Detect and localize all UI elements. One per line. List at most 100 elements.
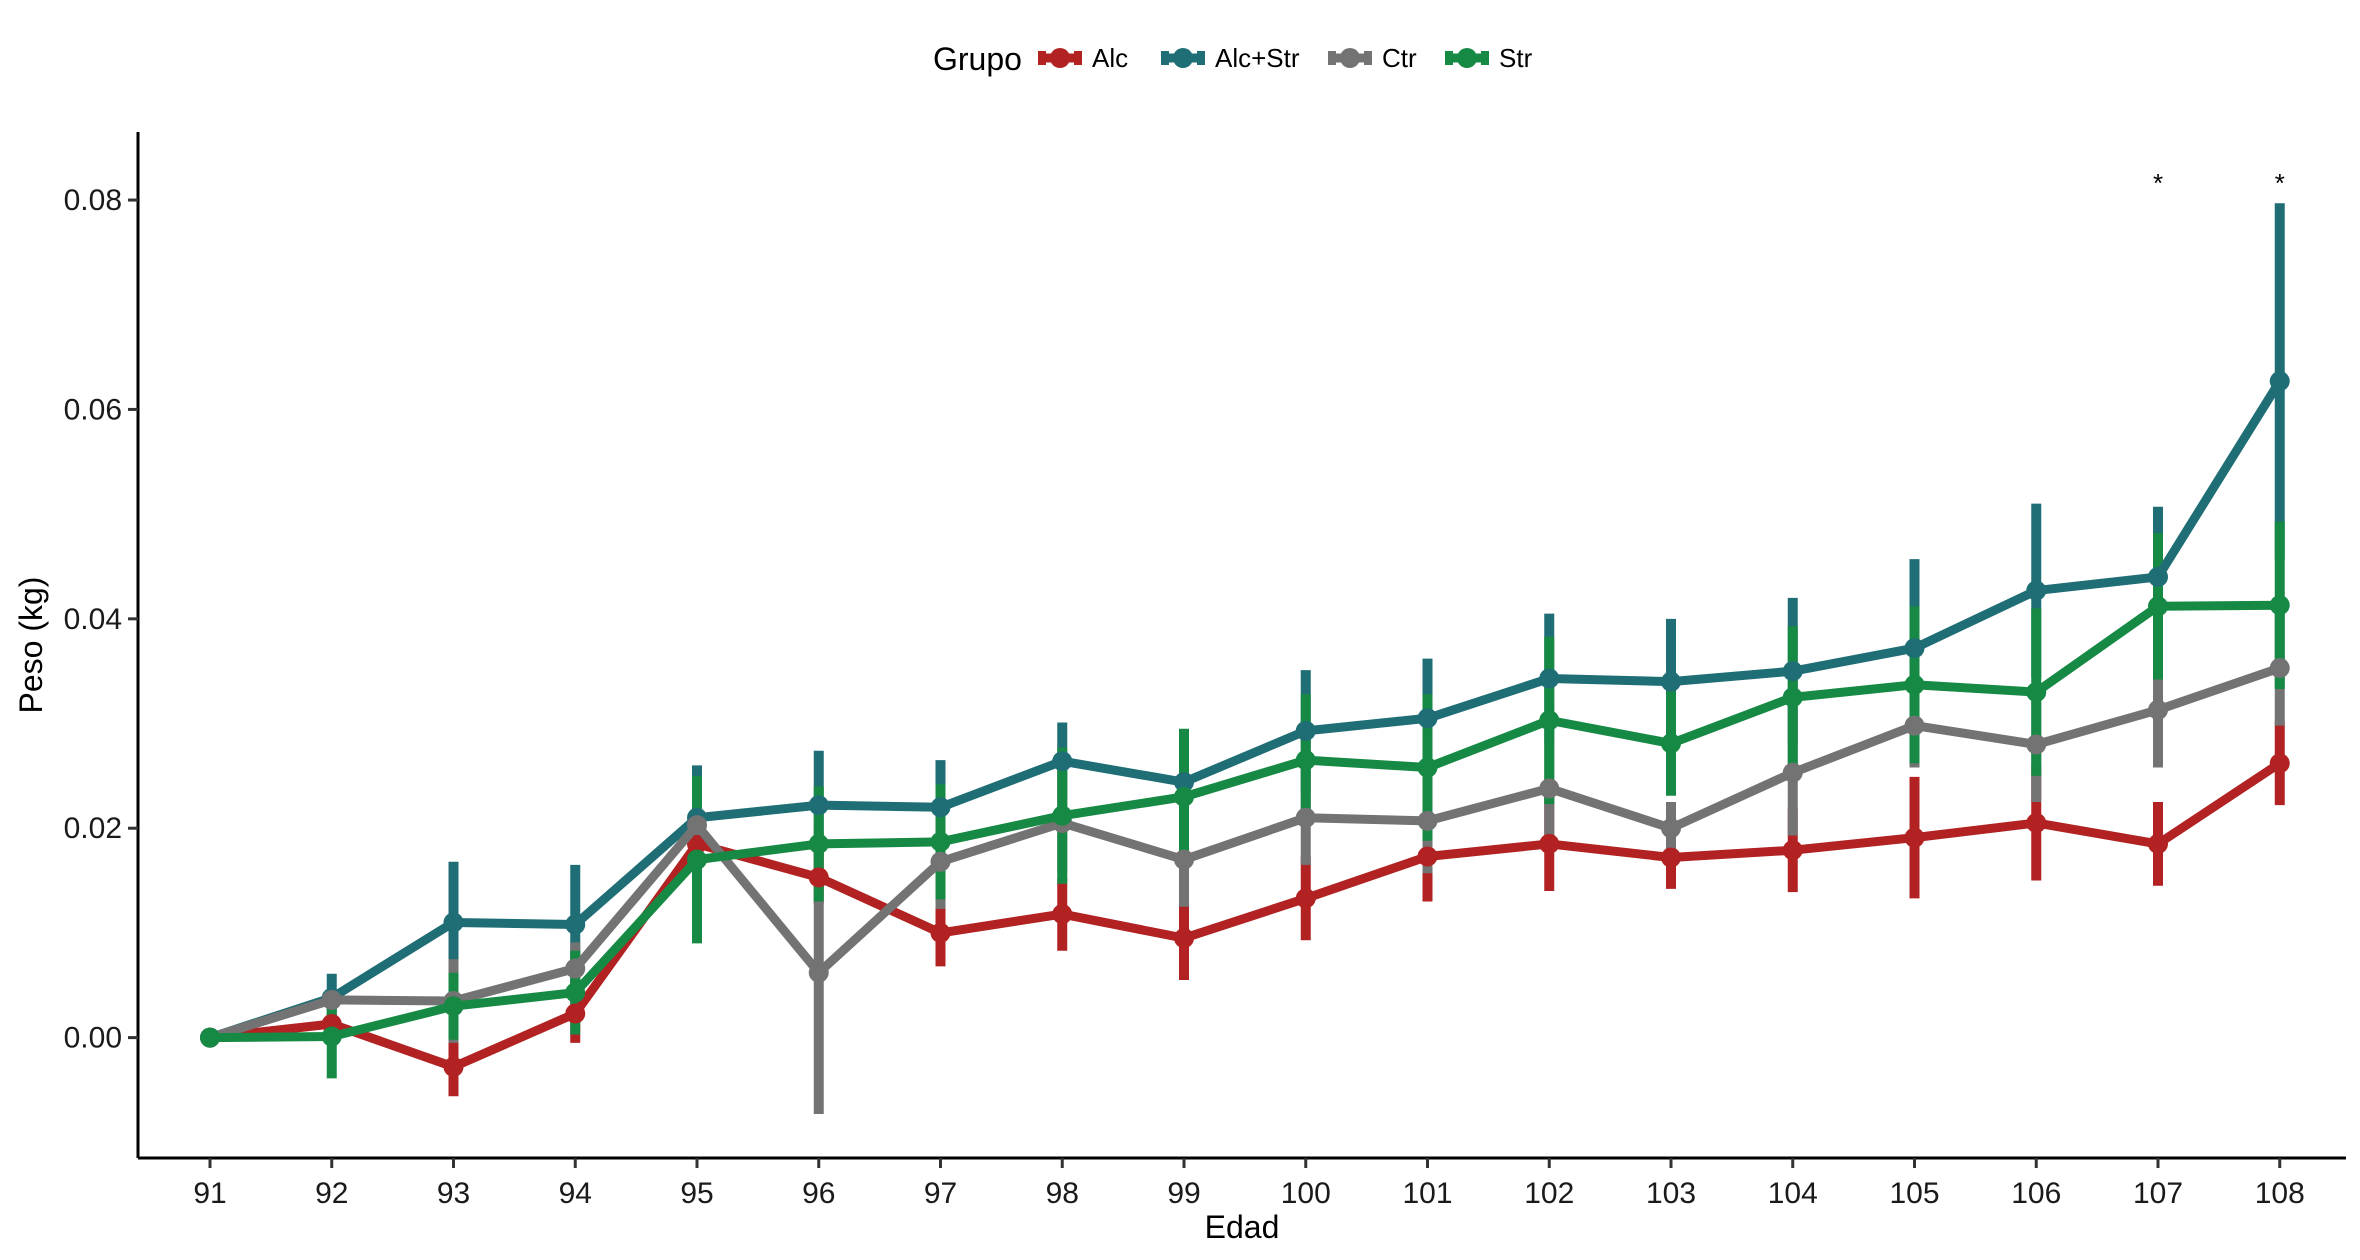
data-point — [1295, 720, 1316, 741]
legend-label: Alc — [1092, 43, 1128, 73]
series-line-ctr — [205, 663, 2285, 1043]
data-point — [808, 795, 829, 816]
x-tick-label: 93 — [437, 1177, 470, 1210]
data-point — [2026, 580, 2047, 601]
data-point — [1052, 904, 1073, 925]
data-point — [1417, 810, 1438, 831]
data-point — [1904, 638, 1925, 659]
data-point — [687, 815, 707, 836]
legend-label: Ctr — [1382, 43, 1417, 73]
plot-area: * * — [200, 168, 2290, 1115]
data-point — [1904, 827, 1925, 848]
data-point — [2148, 833, 2168, 854]
data-point — [1782, 687, 1803, 708]
error-bars-str — [326, 521, 2285, 1079]
legend-title: Grupo — [933, 41, 1022, 77]
legend-item-alc: Alc — [1038, 43, 1128, 73]
data-point — [443, 1056, 464, 1077]
x-tick-label: 96 — [802, 1177, 835, 1210]
x-tick-label: 102 — [1524, 1177, 1574, 1210]
y-tick-label: 0.08 — [64, 184, 122, 217]
series-line-alc — [205, 758, 2285, 1072]
legend-item-str: Str — [1445, 43, 1533, 73]
x-tick-label: 97 — [924, 1177, 957, 1210]
data-point — [1539, 778, 1560, 799]
data-point — [930, 922, 951, 943]
data-point — [930, 797, 951, 818]
data-point — [2269, 371, 2290, 392]
data-point — [1174, 772, 1194, 793]
x-tick-label: 98 — [1046, 1177, 1079, 1210]
data-point — [1782, 661, 1803, 682]
data-point — [565, 958, 586, 979]
y-tick-label: 0.00 — [64, 1022, 122, 1055]
data-point — [930, 851, 951, 872]
x-tick-label: 107 — [2133, 1177, 2183, 1210]
x-tick-label: 108 — [2255, 1177, 2305, 1210]
data-point — [1417, 846, 1438, 867]
data-point — [1661, 818, 1681, 839]
data-point — [1661, 671, 1681, 692]
data-point — [2148, 566, 2168, 587]
legend-item-ctr: Ctr — [1328, 43, 1417, 73]
data-point — [1174, 928, 1194, 949]
data-point — [565, 982, 586, 1003]
data-point — [200, 1027, 220, 1048]
legend-key-point — [1340, 48, 1360, 68]
data-point — [808, 962, 829, 983]
data-point — [321, 1026, 342, 1047]
data-point — [321, 989, 342, 1010]
series-line-alc-str — [205, 376, 2285, 1043]
legend-label: Str — [1499, 43, 1533, 73]
data-point — [687, 833, 707, 854]
legend-label: Alc+Str — [1215, 43, 1300, 73]
data-point — [930, 831, 951, 852]
data-point — [565, 1003, 586, 1024]
data-point — [808, 833, 829, 854]
data-point — [1539, 710, 1560, 731]
data-point — [565, 914, 586, 935]
data-point — [1539, 668, 1560, 689]
x-tick-label: 105 — [1889, 1177, 1939, 1210]
significance-marker: * — [2275, 168, 2285, 198]
x-tick-label: 92 — [315, 1177, 348, 1210]
data-point — [1904, 715, 1925, 736]
data-point — [1295, 750, 1316, 771]
x-tick-label: 95 — [680, 1177, 713, 1210]
data-point — [1052, 805, 1073, 826]
data-point — [1417, 757, 1438, 778]
legend-item-alc-str: Alc+Str — [1161, 43, 1300, 73]
data-point — [1904, 674, 1925, 695]
data-point — [1295, 888, 1316, 909]
data-point — [1174, 786, 1194, 807]
x-tick-label: 99 — [1167, 1177, 1200, 1210]
data-point — [1052, 751, 1073, 772]
data-point — [687, 849, 707, 870]
legend: Grupo Alc Alc+Str Ctr Str — [933, 41, 1533, 77]
data-point — [2148, 596, 2168, 617]
data-point — [2026, 812, 2047, 833]
x-tick-label: 104 — [1768, 1177, 1818, 1210]
data-point — [1295, 807, 1316, 828]
x-tick-label: 101 — [1402, 1177, 1452, 1210]
data-point — [1661, 733, 1681, 754]
y-tick-label: 0.04 — [64, 603, 122, 636]
x-tick-label: 91 — [193, 1177, 226, 1210]
x-tick-label: 103 — [1646, 1177, 1696, 1210]
data-point — [1417, 708, 1438, 729]
series-line-str — [205, 600, 2285, 1043]
significance-marker: * — [2153, 168, 2163, 198]
axes: 0.00 0.02 0.04 0.06 0.08 91 92 93 94 95 96 97 98 99 10… — [64, 132, 2346, 1210]
data-point — [2269, 753, 2290, 774]
data-point — [2148, 699, 2168, 720]
data-point — [443, 996, 464, 1017]
x-tick-label: 100 — [1281, 1177, 1331, 1210]
data-point — [1782, 762, 1803, 783]
data-point — [1174, 849, 1194, 870]
data-point — [443, 912, 464, 933]
x-axis-title: Edad — [1205, 1209, 1280, 1245]
x-tick-label: 106 — [2011, 1177, 2061, 1210]
data-point — [1661, 847, 1681, 868]
data-point — [1782, 840, 1803, 861]
